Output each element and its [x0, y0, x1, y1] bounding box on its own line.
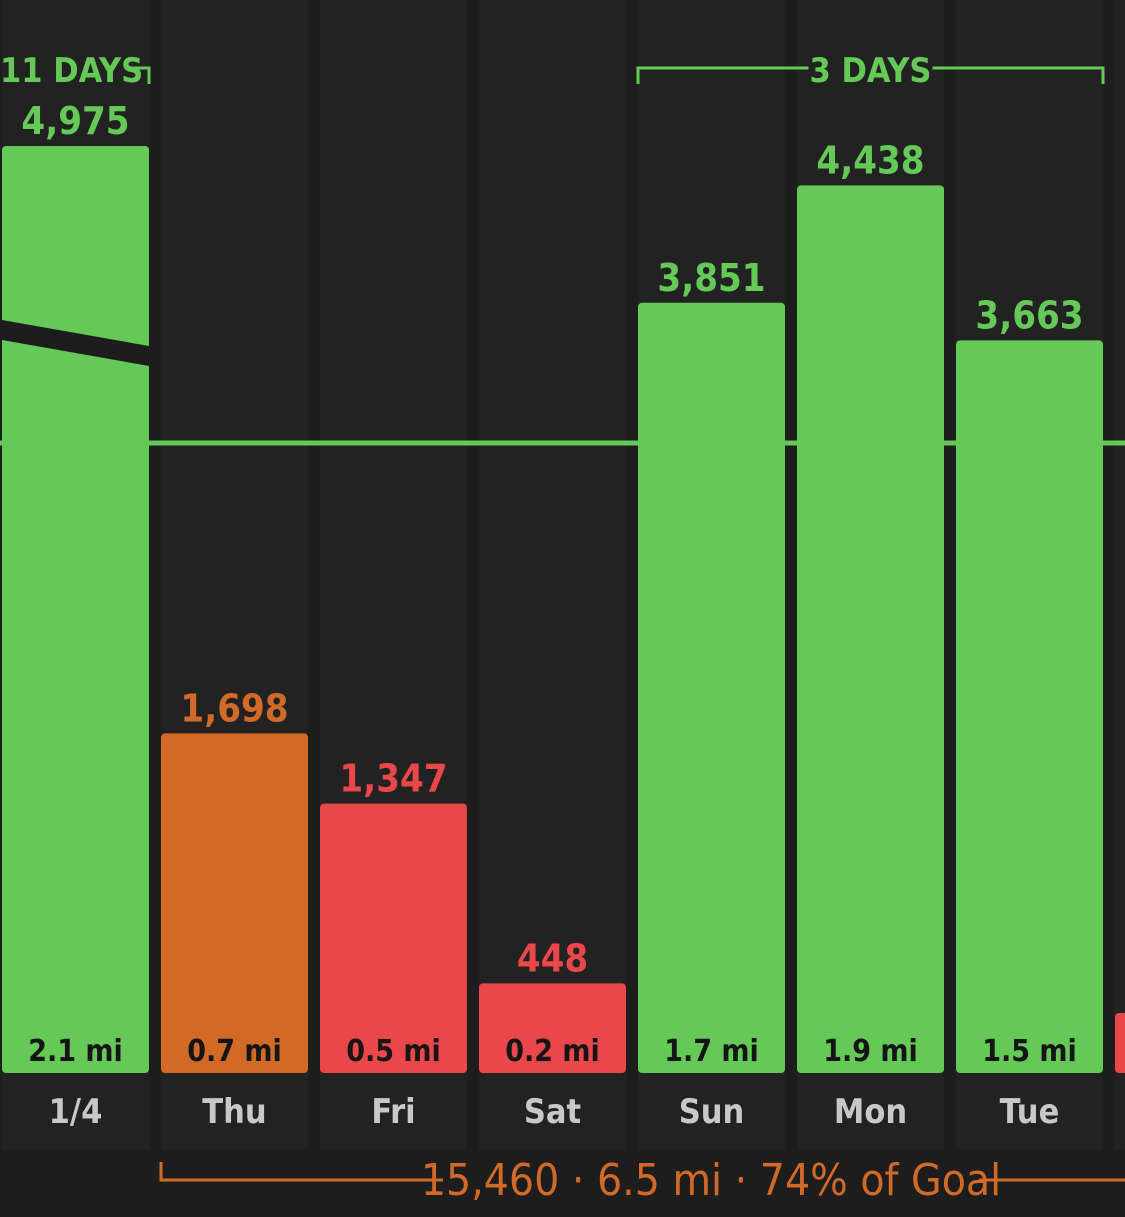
streak-bracket — [636, 66, 1105, 84]
summary-bracket — [159, 1162, 1125, 1182]
bars — [2, 146, 1125, 1073]
value-label: 1,698 — [180, 686, 288, 730]
axis-break-mark — [2, 320, 149, 366]
bar-partial-next — [1115, 1013, 1125, 1073]
distance-label: 1.7 mi — [664, 1034, 759, 1069]
bar — [797, 185, 944, 1073]
column-background — [1115, 0, 1125, 1150]
bar — [638, 302, 785, 1073]
streak-label: 11 DAYS — [0, 51, 143, 91]
bar — [956, 340, 1103, 1073]
streak-label: 3 DAYS — [810, 51, 932, 91]
distance-label: 2.1 mi — [28, 1034, 123, 1069]
overlays — [2, 66, 1125, 1182]
bar — [161, 733, 308, 1073]
summary-label: 15,460 · 6.5 mi · 74% of Goal — [421, 1155, 1001, 1206]
day-label: Fri — [371, 1092, 415, 1132]
bar — [320, 803, 467, 1073]
value-label: 3,851 — [657, 256, 765, 300]
day-label: Sat — [524, 1092, 581, 1132]
value-label: 448 — [517, 936, 588, 980]
distance-label: 1.5 mi — [982, 1034, 1077, 1069]
bar — [479, 983, 626, 1073]
bar — [2, 146, 149, 1073]
value-label: 3,663 — [975, 293, 1083, 337]
day-label: Sun — [679, 1092, 745, 1132]
day-label: Tue — [1000, 1092, 1060, 1132]
distance-label: 0.5 mi — [346, 1034, 441, 1069]
value-label: 4,975 — [21, 99, 129, 143]
value-label: 1,347 — [339, 757, 447, 801]
streak-bracket — [132, 66, 151, 84]
day-label: Thu — [202, 1092, 266, 1132]
labels: 4,975 2.1 mi 1/4 1,698 0.7 mi Thu 1,347 0.5 mi F… — [0, 51, 1084, 1206]
column-background — [479, 0, 626, 1150]
day-label: 1/4 — [49, 1092, 103, 1132]
distance-label: 0.7 mi — [187, 1034, 282, 1069]
distance-label: 1.9 mi — [823, 1034, 918, 1069]
value-label: 4,438 — [816, 138, 924, 182]
day-label: Mon — [834, 1092, 907, 1132]
distance-label: 0.2 mi — [505, 1034, 600, 1069]
